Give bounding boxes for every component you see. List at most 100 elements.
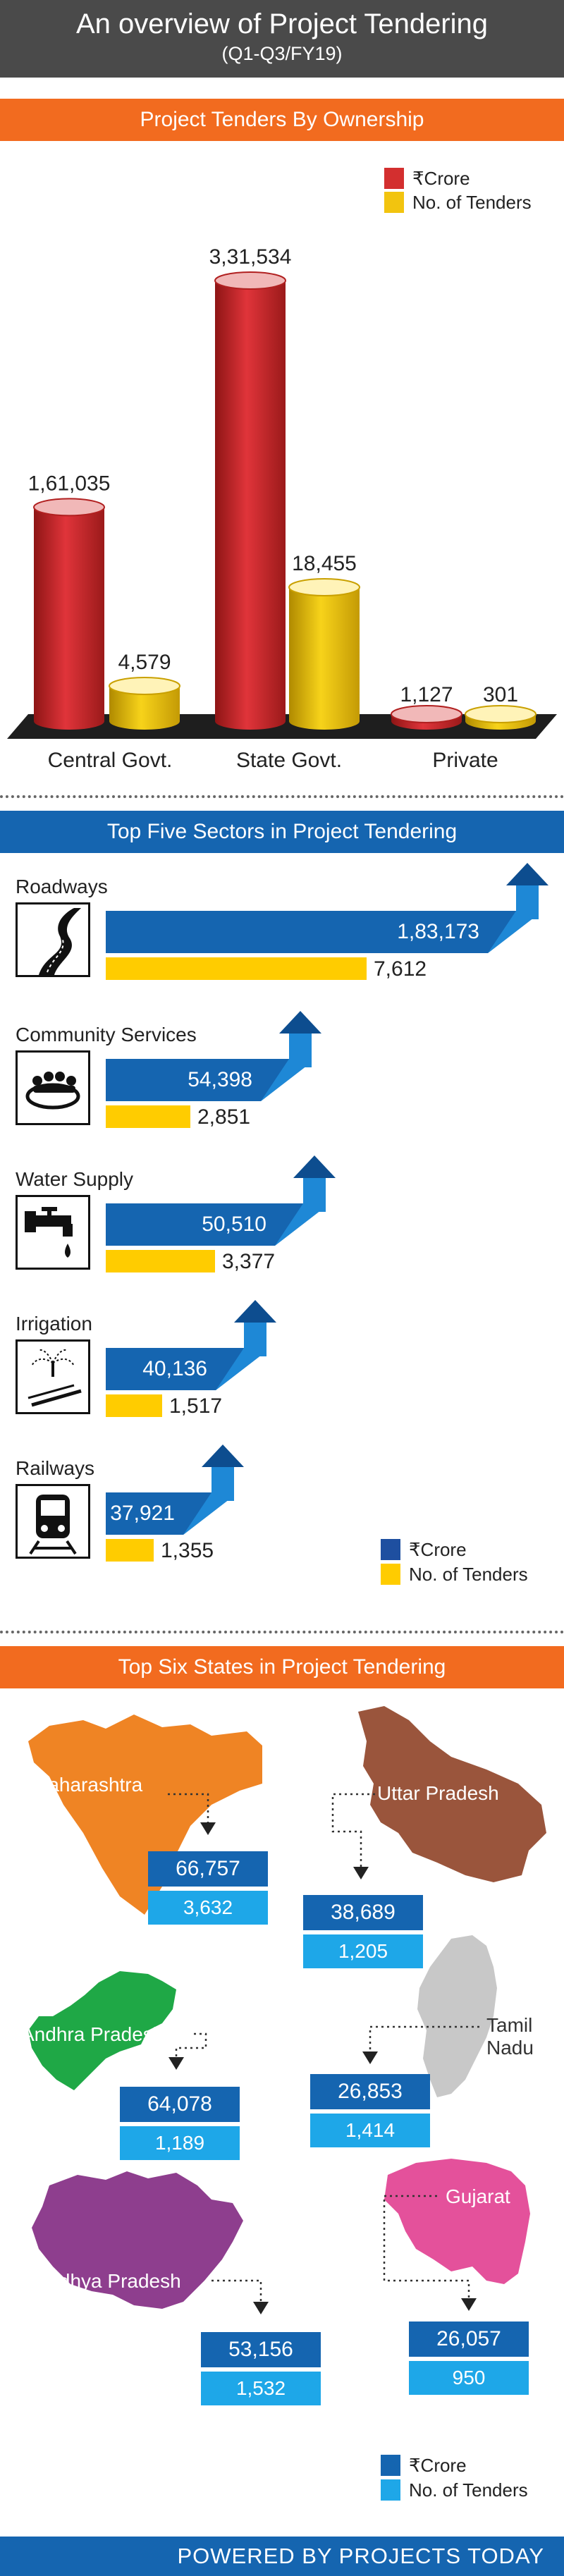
leader-gujarat-arrow [461, 2298, 477, 2311]
state-tenders-value: 950 [409, 2361, 529, 2395]
legend-crore-swatch [384, 168, 404, 189]
value-label-tenders: 18,455 [292, 552, 357, 575]
legend-tenders-label: No. of Tenders [412, 192, 532, 213]
state-label: Uttar Pradesh [377, 1782, 499, 1804]
sector-label: Community Services [16, 1024, 197, 1045]
ownership-chart: 1,61,035 4,579 Central Govt. 3,31,534 18,455… [7, 245, 557, 772]
sector-label: Irrigation [16, 1313, 92, 1335]
road-icon [16, 902, 90, 977]
map-andhra-pradesh [28, 1971, 176, 2090]
bar-crore: 1,83,173 [106, 911, 488, 953]
growth-arrow [183, 1445, 244, 1535]
state-label: Tamil Nadu [486, 2014, 534, 2059]
bar-tenders [109, 677, 180, 730]
value-label-crore: 1,127 [400, 683, 453, 706]
leader-andhra-pradesh-arrow [168, 2057, 184, 2070]
state-crore-value: 64,078 [120, 2087, 240, 2122]
footer-text: POWERED BY PROJECTS TODAY [177, 2544, 544, 2568]
states-legend-crore-label: ₹Crore [409, 2455, 467, 2476]
states-legend-tenders-label: No. of Tenders [409, 2479, 528, 2501]
bar-crore [33, 498, 105, 730]
sectors-heading: Top Five Sectors in Project Tendering [0, 811, 564, 853]
state-label: Maharashtra [32, 1774, 143, 1796]
bar-crore: 54,398 [106, 1059, 261, 1101]
states-legend-tenders-swatch [381, 2479, 400, 2501]
state-tenders-value: 1,532 [201, 2372, 321, 2405]
train-icon [16, 1484, 90, 1559]
bar-tenders [106, 1539, 154, 1562]
page-title: An overview of Project Tendering [75, 8, 489, 39]
divider [0, 1631, 564, 1633]
state-crore-value: 26,057 [409, 2322, 529, 2357]
map-gujarat [384, 2159, 530, 2284]
value-label-crore: 1,61,035 [28, 472, 111, 495]
states-heading: Top Six States in Project Tendering [0, 1646, 564, 1688]
legend-tenders-swatch [384, 192, 404, 213]
state-crore-value: 26,853 [310, 2074, 430, 2109]
state-label: Madhya Pradesh [32, 2270, 181, 2292]
sectors-legend-tenders-swatch [381, 1564, 400, 1585]
title-banner: An overview of Project Tendering (Q1-Q3/… [0, 0, 564, 78]
irrigation-icon [16, 1339, 90, 1414]
bar-crore [391, 705, 462, 730]
page-subtitle: (Q1-Q3/FY19) [221, 43, 343, 64]
value-label-tenders: 2,851 [197, 1105, 251, 1129]
divider [0, 795, 564, 798]
bar-crore: 37,921 [106, 1492, 183, 1535]
growth-arrow [488, 863, 548, 953]
sectors-legend-tenders-label: No. of Tenders [409, 1564, 528, 1585]
legend-crore-label: ₹Crore [412, 168, 470, 189]
leader-gujarat [383, 2195, 470, 2298]
map-uttar-pradesh [358, 1706, 546, 1882]
category-label: State Govt. [236, 749, 342, 772]
state-label: Gujarat [446, 2185, 510, 2207]
growth-arrow [261, 1011, 321, 1101]
state-tenders-value: 1,205 [303, 1934, 423, 1968]
leader-uttar-pradesh-arrow [353, 1867, 369, 1879]
bar-crore: 50,510 [106, 1203, 275, 1246]
map-madhya-pradesh [32, 2171, 243, 2309]
value-label-tenders: 4,579 [118, 651, 171, 674]
bar-tenders [106, 1250, 215, 1272]
community-icon [16, 1050, 90, 1125]
bar-crore: 40,136 [106, 1348, 216, 1390]
value-label-crore: 3,31,534 [209, 245, 292, 269]
states-legend-crore-swatch [381, 2455, 400, 2476]
water-tap-icon [16, 1195, 90, 1270]
value-label-tenders: 3,377 [222, 1250, 276, 1273]
leader-maharashtra-arrow [200, 1822, 216, 1835]
value-label-tenders: 301 [483, 683, 518, 706]
bar-crore [214, 271, 286, 730]
sector-label: Roadways [16, 876, 108, 897]
growth-arrow [275, 1155, 336, 1246]
state-label: Andhra Pradesh [21, 2023, 164, 2045]
state-tenders-value: 1,189 [120, 2126, 240, 2160]
bar-tenders [465, 705, 537, 730]
state-tenders-value: 3,632 [148, 1891, 268, 1925]
bar-tenders [106, 1394, 162, 1417]
leader-maharashtra [168, 1793, 209, 1822]
state-crore-value: 38,689 [303, 1895, 423, 1930]
growth-arrow [216, 1300, 276, 1390]
value-label-tenders: 1,355 [161, 1539, 214, 1562]
leader-uttar-pradesh [331, 1793, 375, 1867]
leader-madhya-pradesh-arrow [253, 2302, 269, 2314]
map-maharashtra [28, 1715, 262, 1915]
sector-label: Water Supply [16, 1168, 134, 1190]
bar-tenders [106, 1105, 190, 1128]
map-tamil-nadu [417, 1935, 497, 2097]
state-crore-value: 53,156 [201, 2332, 321, 2367]
ownership-heading: Project Tenders By Ownership [0, 99, 564, 141]
state-crore-value: 66,757 [148, 1851, 268, 1887]
value-label-tenders: 1,517 [169, 1394, 223, 1418]
bar-tenders [288, 578, 360, 730]
footer-banner: POWERED BY PROJECTS TODAY [0, 2537, 564, 2576]
category-label: Private [432, 749, 498, 772]
leader-andhra-pradesh [175, 2032, 207, 2057]
value-label-tenders: 7,612 [374, 957, 427, 981]
leader-madhya-pradesh [212, 2279, 262, 2302]
category-label: Central Govt. [48, 749, 173, 772]
sectors-legend-crore-label: ₹Crore [409, 1539, 467, 1560]
sectors-legend-crore-swatch [381, 1539, 400, 1560]
